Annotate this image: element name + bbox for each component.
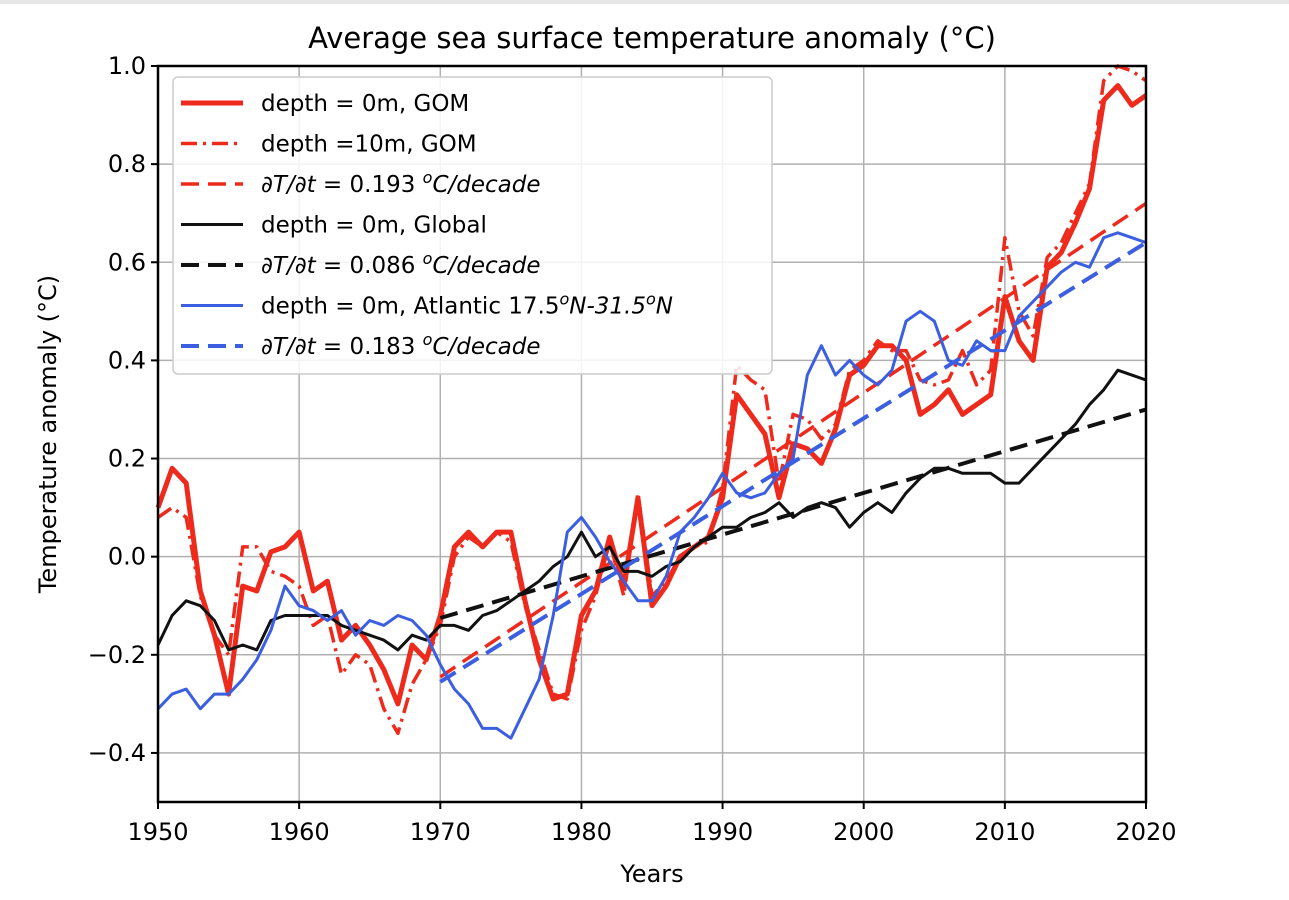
y-tick-label-6: 0.8 <box>108 150 146 178</box>
x-tick-label-1: 1960 <box>269 818 330 846</box>
x-tick-label-7: 2020 <box>1115 818 1176 846</box>
series-line-6 <box>439 240 1148 684</box>
legend-label-2: ∂T/∂t = 0.193 oC/decade <box>261 168 541 198</box>
x-tick-label-2: 1970 <box>410 818 471 846</box>
x-tick-label-4: 1990 <box>692 818 753 846</box>
y-tick-label-2: 0.0 <box>108 543 146 571</box>
x-axis-label: Years <box>619 860 683 888</box>
top-divider <box>0 0 1289 4</box>
legend-label-0: depth = 0m, GOM <box>261 91 469 117</box>
x-tick-label-3: 1980 <box>551 818 612 846</box>
legend-label-6: ∂T/∂t = 0.183 oC/decade <box>261 330 541 360</box>
y-tick-label-1: −0.2 <box>88 641 146 669</box>
y-axis-label: Temperature anomaly (°C) <box>34 275 62 594</box>
x-tick-label-6: 2010 <box>974 818 1035 846</box>
x-tick-label-0: 1950 <box>127 818 188 846</box>
y-tick-label-5: 0.6 <box>108 248 146 276</box>
legend-label-3: depth = 0m, Global <box>261 213 487 239</box>
chart-title: Average sea surface temperature anomaly … <box>308 21 996 55</box>
series-group <box>155 64 1148 740</box>
x-tick-label-5: 2000 <box>833 818 894 846</box>
series-line-2 <box>439 201 1147 679</box>
legend-label-4: ∂T/∂t = 0.086 oC/decade <box>261 249 541 279</box>
y-tick-label-3: 0.2 <box>108 445 146 473</box>
y-tick-label-0: −0.4 <box>88 739 146 767</box>
legend-label-1: depth =10m, GOM <box>261 132 477 158</box>
legend-box <box>172 76 773 375</box>
legend: depth = 0m, GOM depth =10m, GOM ∂T/∂t = 0.… <box>172 76 773 375</box>
series-line-4 <box>439 407 1147 620</box>
ticks-group: 1950 1960 1970 1980 1990 2000 2010 2020 −0.4 −0.2… <box>88 52 1177 846</box>
y-tick-label-4: 0.4 <box>108 346 146 374</box>
legend-label-5: depth = 0m, Atlantic 17.5oN-31.5oN <box>261 290 673 320</box>
series-line-0 <box>155 83 1148 707</box>
y-tick-label-7: 1.0 <box>108 52 146 80</box>
plot-frame <box>156 64 1148 804</box>
